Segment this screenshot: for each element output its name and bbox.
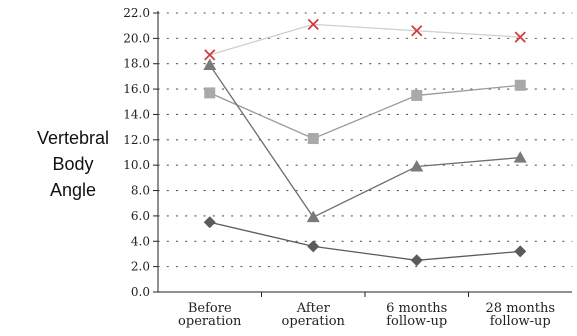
data-point-x-marker xyxy=(204,49,216,61)
data-point-triangle-marker xyxy=(203,58,217,70)
data-point-diamond-marker xyxy=(203,216,216,229)
y-tick-label: 4.0 xyxy=(131,234,150,248)
series-line xyxy=(209,23,521,56)
y-tick-label: 8.0 xyxy=(131,184,150,198)
data-point-x-marker xyxy=(307,18,319,31)
data-point-diamond-marker xyxy=(307,240,320,253)
y-axis-label-line-2: Body xyxy=(52,154,93,174)
data-point-square-marker xyxy=(514,79,526,91)
series-group xyxy=(203,18,527,267)
data-point-square-marker xyxy=(411,89,423,101)
series-line xyxy=(209,84,521,140)
y-tick-label: 2.0 xyxy=(131,260,150,274)
data-point-square-marker xyxy=(204,87,216,99)
y-tick-label: 22.0 xyxy=(123,6,150,20)
series-line xyxy=(209,64,521,219)
y-tick-label: 20.0 xyxy=(123,31,150,45)
y-tick-label: 10.0 xyxy=(123,158,150,172)
data-point-triangle-marker xyxy=(306,210,320,223)
data-point-diamond-marker xyxy=(514,245,527,258)
x-tick-label: follow-up xyxy=(490,314,551,329)
y-tick-label: 12.0 xyxy=(123,133,150,147)
data-point-triangle-marker xyxy=(513,151,527,163)
series-1 xyxy=(204,18,526,61)
y-tick-label: 14.0 xyxy=(123,107,150,121)
axes xyxy=(153,11,572,297)
y-tick-label: 6.0 xyxy=(131,209,150,223)
data-point-square-marker xyxy=(307,133,319,145)
y-tick-label: 0.0 xyxy=(131,285,150,299)
data-point-diamond-marker xyxy=(410,254,423,267)
x-tick-label: Before xyxy=(188,301,232,316)
marker-stroke xyxy=(514,31,526,43)
x-tick-label: After xyxy=(296,301,331,316)
data-point-triangle-marker xyxy=(410,159,424,172)
x-tick-label: 28 months xyxy=(486,301,555,316)
y-tick-label: 16.0 xyxy=(123,82,150,96)
x-tick-label: 6 months xyxy=(386,301,447,316)
y-tick-label: 18.0 xyxy=(123,57,150,71)
data-point-x-marker xyxy=(411,25,423,37)
x-tick-label: follow-up xyxy=(386,314,447,329)
marker-stroke xyxy=(204,49,216,61)
y-axis-label-line-1: Vertebral xyxy=(37,128,109,148)
series-3 xyxy=(203,58,527,223)
y-axis-label-line-3: Angle xyxy=(50,180,96,200)
gridlines xyxy=(157,12,573,268)
x-tick-label: operation xyxy=(178,314,242,329)
y-tick-labels: 0.0 2.0 4.0 6.0 8.0 10.0 12.0 14.0 16.0 18.0 20.0 2… xyxy=(123,6,150,299)
series-2 xyxy=(204,79,526,145)
x-tick-label: operation xyxy=(282,314,346,329)
marker-stroke xyxy=(411,25,423,37)
data-point-x-marker xyxy=(514,31,526,43)
marker-stroke xyxy=(307,18,319,31)
series-line xyxy=(209,221,521,261)
series-4 xyxy=(203,216,527,267)
